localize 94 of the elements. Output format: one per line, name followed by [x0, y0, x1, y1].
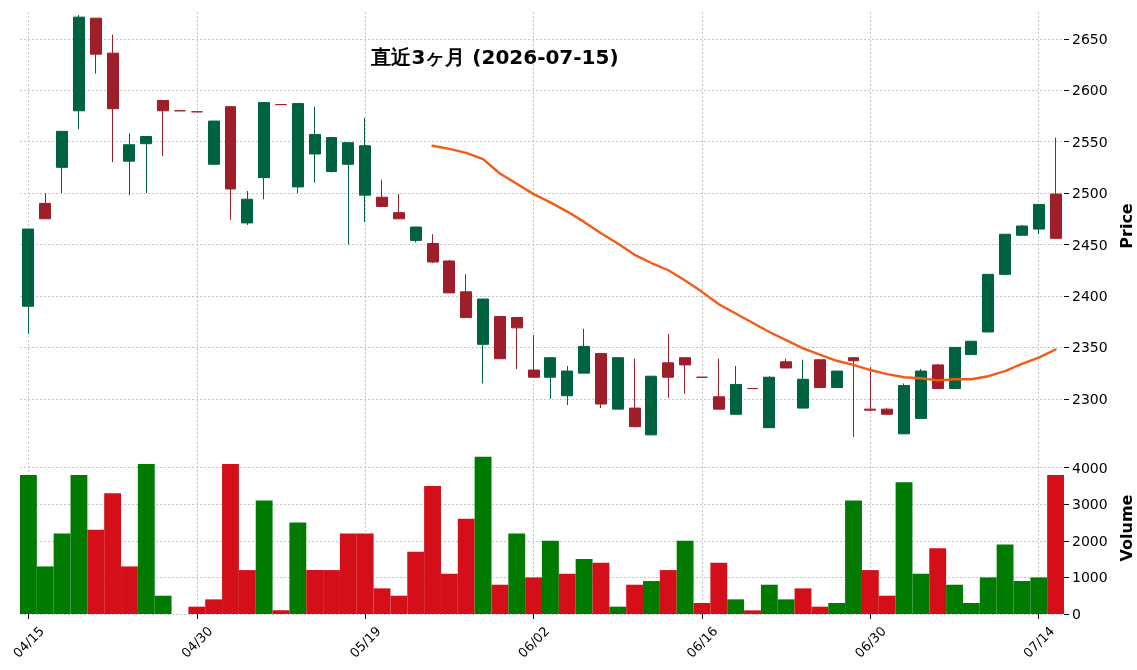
- candlestick: [612, 357, 624, 410]
- bar: [558, 573, 576, 614]
- bar: [1047, 474, 1064, 614]
- candlestick: [494, 316, 506, 360]
- y-tick-label: 0: [1072, 606, 1081, 622]
- bar: [676, 540, 694, 614]
- candlestick: [90, 17, 102, 75]
- candlestick: [645, 375, 657, 436]
- bar: [525, 577, 542, 614]
- candlestick: [848, 357, 859, 438]
- candlestick: [561, 365, 573, 406]
- bar: [929, 548, 947, 614]
- bar: [643, 581, 660, 614]
- candlestick: [140, 135, 152, 194]
- candlestick: [763, 375, 775, 429]
- y-tick-label: 4000: [1072, 459, 1108, 476]
- candlestick: [662, 333, 674, 399]
- candlestick: [123, 132, 135, 196]
- y-tick-label: 2300: [1072, 390, 1108, 407]
- candlestick: [410, 226, 422, 243]
- candlestick: [949, 346, 961, 390]
- candlestick: [56, 130, 68, 194]
- bar: [592, 562, 610, 614]
- candlestick: [814, 359, 826, 389]
- candlestick: [881, 407, 893, 415]
- bar: [491, 584, 509, 614]
- candlestick: [22, 228, 34, 335]
- candlestick: [359, 117, 371, 223]
- line-series: [431, 144, 1057, 382]
- candlestick: [797, 359, 809, 409]
- candlestick: [208, 120, 220, 165]
- y-tick-label: 2450: [1072, 236, 1108, 253]
- candlestick: [427, 233, 439, 264]
- candlestick: [1050, 137, 1062, 239]
- candlestick: [713, 358, 725, 410]
- candlestick: [258, 102, 270, 200]
- y-axis-title: Price: [1117, 203, 1137, 249]
- candlestick: [326, 137, 337, 173]
- candlestick: [999, 233, 1011, 275]
- y-tick-label: 2350: [1072, 339, 1108, 356]
- candlestick: [898, 382, 910, 435]
- y-tick-label: 2600: [1072, 82, 1108, 99]
- candlestick: [578, 328, 590, 374]
- candlestick: [679, 357, 691, 395]
- candlestick: [241, 190, 253, 226]
- candlestick: [460, 273, 472, 319]
- candlestick: [477, 298, 489, 384]
- bar: [289, 522, 307, 614]
- candlestick: [864, 366, 876, 412]
- y-tick-label: 1000: [1072, 569, 1108, 586]
- bar: [508, 533, 526, 614]
- bar: [542, 540, 559, 614]
- candlestick: [443, 259, 455, 294]
- candlestick: [292, 103, 304, 194]
- candlestick: [393, 193, 405, 220]
- bar: [575, 559, 593, 614]
- candlestick: [342, 142, 354, 246]
- candlestick: [225, 106, 236, 221]
- bar: [255, 500, 273, 614]
- candlestick: [932, 363, 944, 390]
- candlestick: [780, 358, 792, 369]
- candlestick: [309, 106, 321, 184]
- y-tick-label: 2500: [1072, 185, 1108, 202]
- y-tick-label: 3000: [1072, 496, 1108, 513]
- bar: [659, 570, 677, 614]
- candlestick: [73, 14, 85, 130]
- y-tick-label: 2650: [1072, 30, 1108, 47]
- bar: [272, 610, 290, 614]
- bar: [744, 610, 761, 614]
- candlestick: [1016, 224, 1028, 236]
- candlestick: [730, 365, 742, 415]
- candlestick: [157, 99, 169, 157]
- candlestick: [1033, 203, 1045, 235]
- bar: [609, 606, 627, 614]
- candlestick: [376, 179, 388, 207]
- candlestick: [595, 353, 607, 409]
- candlestick: [39, 192, 51, 220]
- bar: [474, 456, 492, 614]
- text: 直近3ヶ月 (2026-07-15): [370, 45, 619, 69]
- candlestick: [982, 273, 994, 333]
- candlestick: [511, 317, 523, 370]
- y-tick-label: 2400: [1072, 287, 1108, 304]
- candlestick: [915, 368, 927, 419]
- bar: [626, 584, 644, 614]
- y-axis-title: Volume: [1117, 494, 1137, 562]
- candlestick: [965, 340, 977, 356]
- candlestick: [831, 370, 843, 389]
- bar: [727, 599, 745, 614]
- y-tick-label: 2000: [1072, 532, 1108, 549]
- candlestick: [629, 358, 641, 428]
- candlestick: [544, 357, 556, 400]
- candlestick: [528, 334, 540, 378]
- candlestick: [107, 34, 119, 163]
- y-tick-label: 2550: [1072, 133, 1108, 150]
